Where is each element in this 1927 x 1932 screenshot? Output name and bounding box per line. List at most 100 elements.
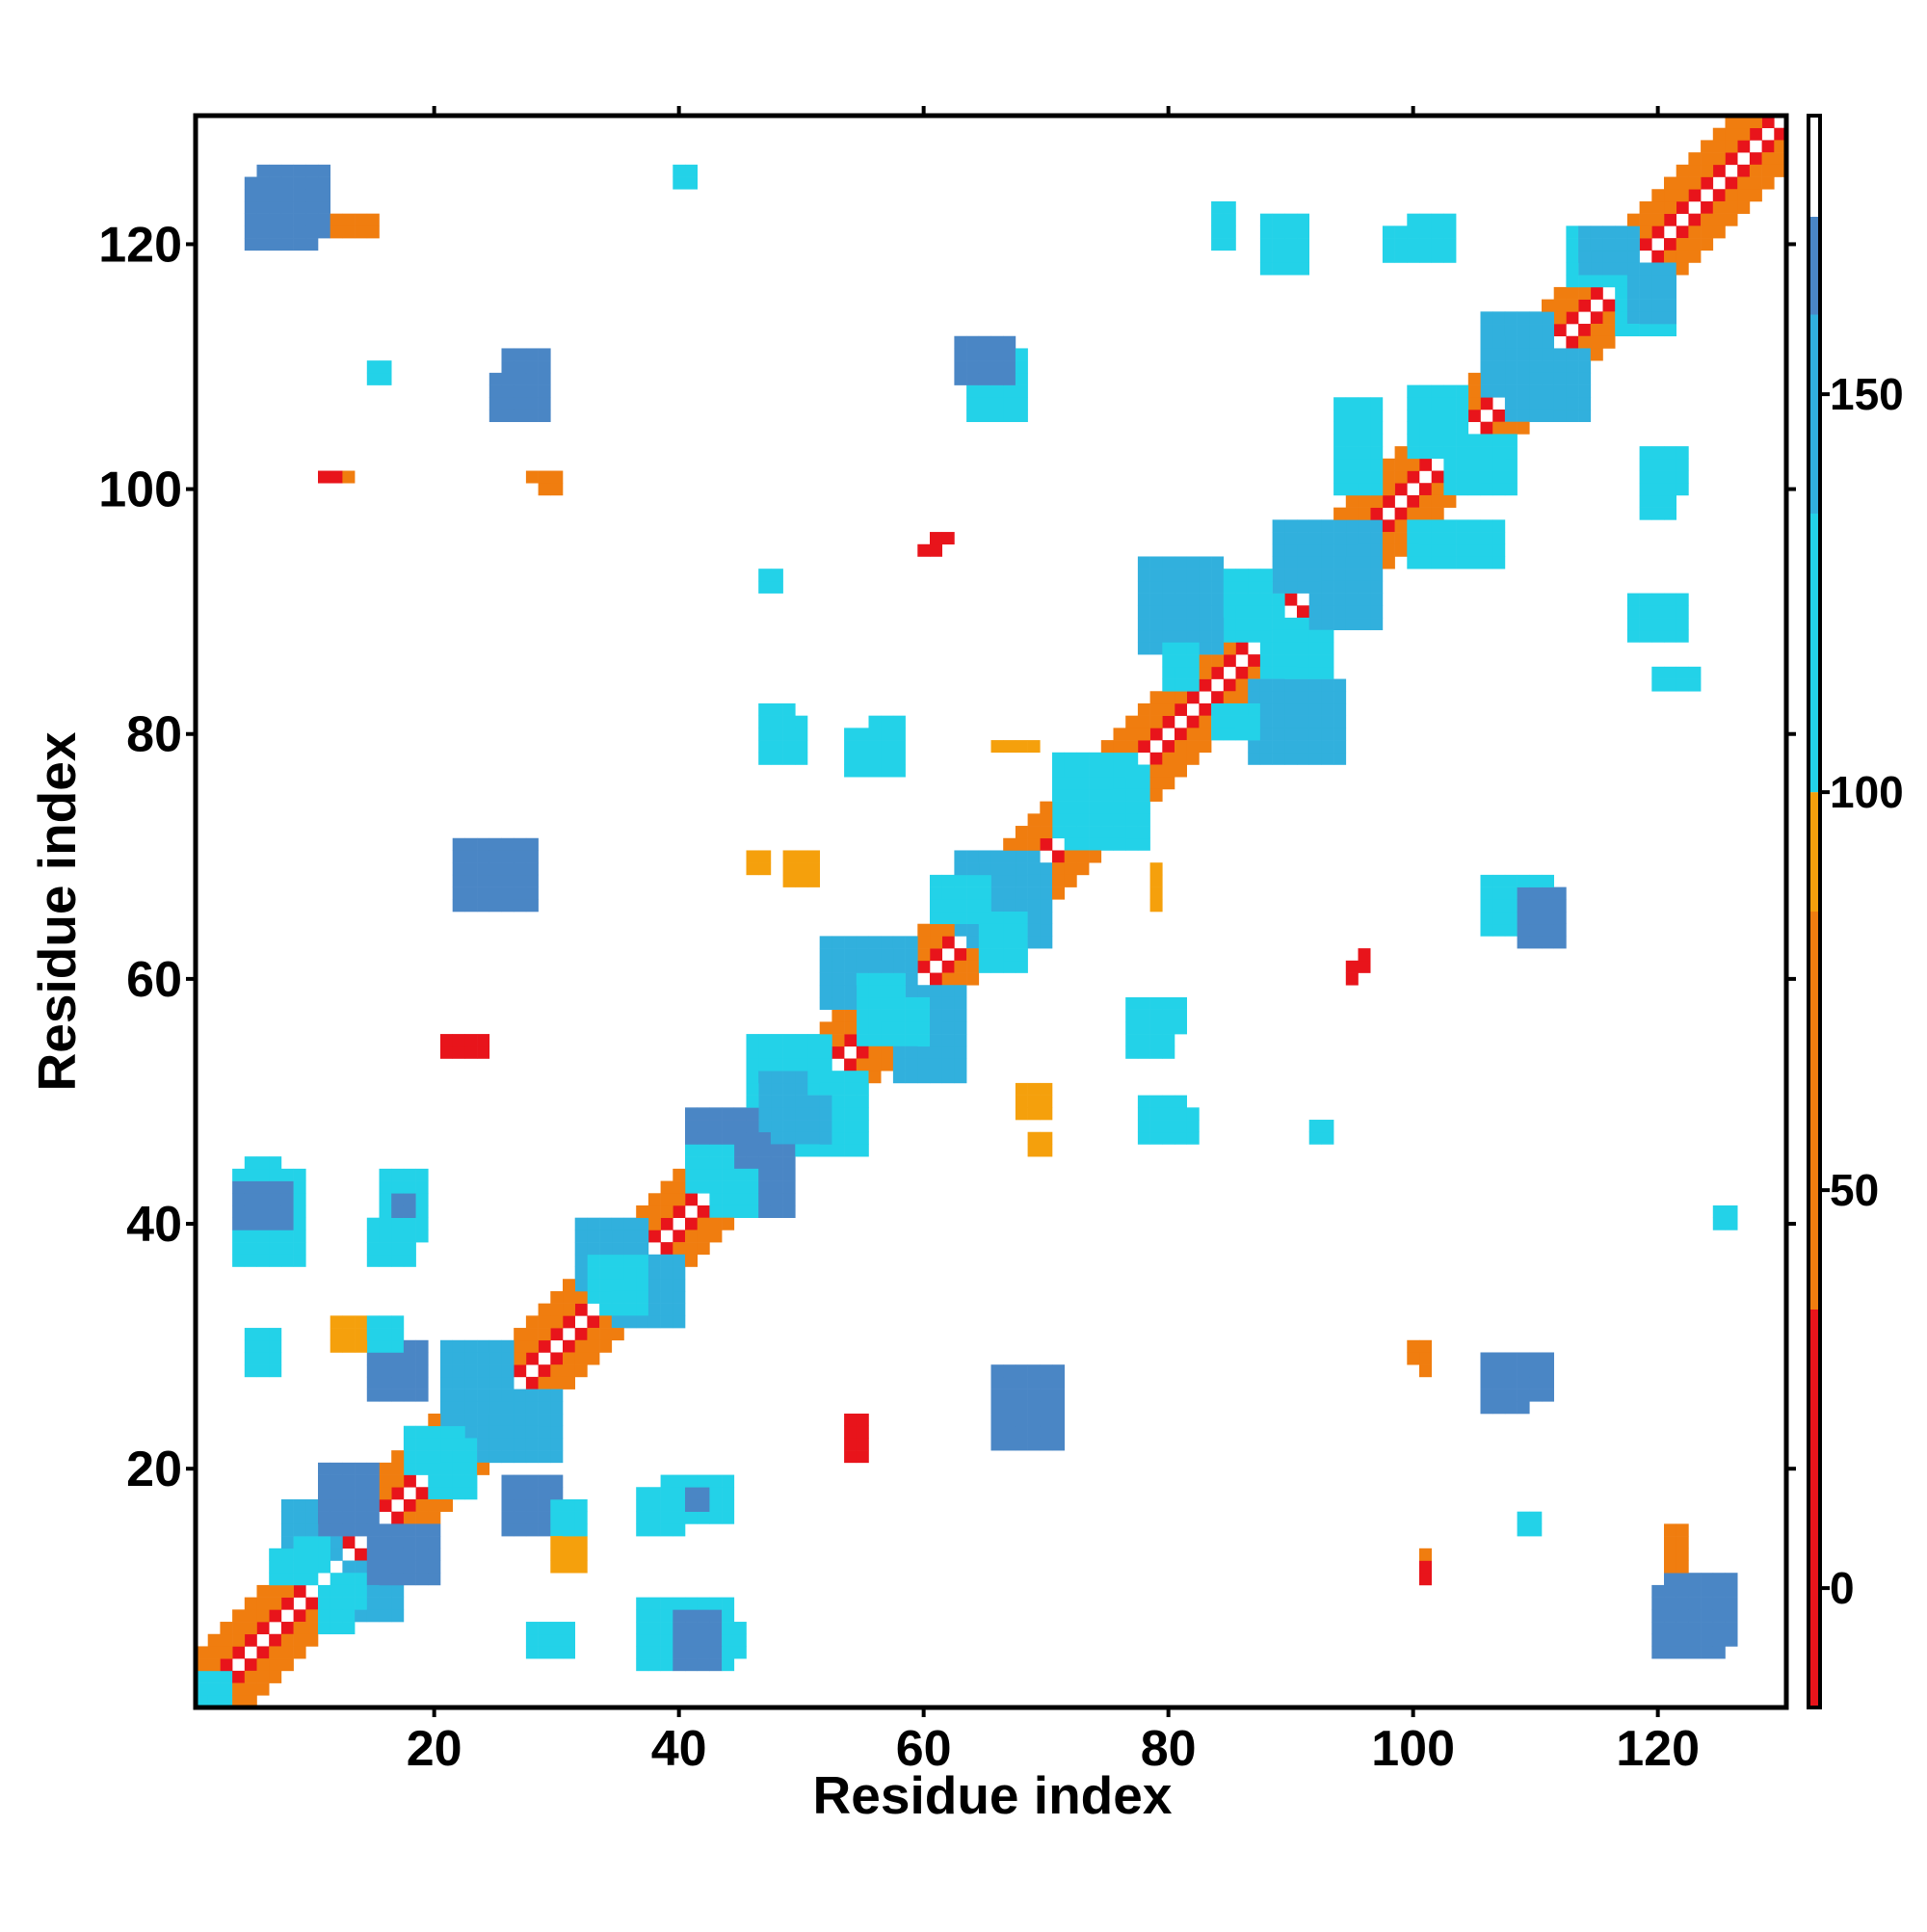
- heatmap-cell: [746, 1193, 759, 1206]
- heatmap-cell: [1394, 532, 1408, 545]
- heatmap-cell: [623, 1266, 637, 1280]
- heatmap-cell: [1431, 250, 1444, 263]
- heatmap-cell: [1664, 629, 1676, 643]
- heatmap-cell: [293, 1204, 306, 1218]
- heatmap-cell: [1443, 494, 1457, 508]
- heatmap-cell: [391, 1168, 405, 1181]
- heatmap-cell: [758, 580, 772, 594]
- heatmap-cell: [1664, 593, 1676, 606]
- heatmap-cell: [709, 1180, 723, 1194]
- heatmap-cell: [1492, 899, 1506, 913]
- heatmap-cell: [269, 1352, 282, 1365]
- heatmap-cell: [355, 1597, 368, 1610]
- heatmap-cell: [293, 176, 306, 190]
- heatmap-cell: [758, 715, 772, 728]
- heatmap-cell: [868, 1009, 882, 1022]
- heatmap-cell: [1297, 262, 1309, 276]
- heatmap-cell: [1297, 618, 1309, 631]
- heatmap-cell: [1456, 483, 1469, 496]
- heatmap-cell: [1297, 715, 1309, 728]
- heatmap-cell: [293, 213, 306, 226]
- heatmap-cell: [525, 409, 539, 422]
- heatmap-cell: [1456, 519, 1469, 533]
- heatmap-cell: [256, 1168, 270, 1181]
- heatmap-cell: [1626, 605, 1640, 619]
- heatmap-cell: [440, 1498, 453, 1512]
- heatmap-cell: [525, 862, 539, 876]
- heatmap-cell: [514, 1401, 527, 1415]
- heatmap-cell: [746, 1058, 759, 1072]
- heatmap-cell: [1358, 458, 1371, 471]
- heatmap-cell: [1578, 299, 1592, 312]
- heatmap-cell: [293, 164, 306, 177]
- heatmap-cell: [978, 960, 991, 973]
- heatmap-cell: [709, 1597, 723, 1610]
- heatmap-cell: [1517, 335, 1530, 349]
- y-tick-label: 100: [98, 463, 182, 518]
- heatmap-cell: [795, 1107, 808, 1121]
- heatmap-cell: [954, 1045, 967, 1059]
- heatmap-cell: [587, 1254, 600, 1267]
- heatmap-cell: [795, 715, 808, 728]
- heatmap-cell: [1297, 225, 1309, 239]
- heatmap-cell: [1492, 1401, 1506, 1415]
- heatmap-cell: [280, 1536, 294, 1549]
- heatmap-cell: [660, 1254, 673, 1267]
- heatmap-cell: [587, 1279, 600, 1292]
- heatmap-cell: [733, 1180, 747, 1194]
- heatmap-cell: [1651, 324, 1665, 337]
- heatmap-cell: [844, 1438, 858, 1451]
- heatmap-cell: [1664, 250, 1676, 263]
- heatmap-cell: [244, 238, 257, 251]
- heatmap-cell: [1676, 1609, 1689, 1623]
- heatmap-cell: [1235, 593, 1249, 606]
- heatmap-cell: [477, 1389, 490, 1402]
- heatmap-cell: [1688, 176, 1702, 190]
- heatmap-cell: [1259, 225, 1273, 239]
- heatmap-cell: [428, 1536, 441, 1549]
- heatmap-cell: [464, 1425, 478, 1439]
- heatmap-cell: [1248, 605, 1261, 619]
- heatmap-cell: [538, 1511, 551, 1524]
- heatmap-cell: [196, 1658, 208, 1672]
- heatmap-cell: [342, 1609, 356, 1623]
- heatmap-cell: [1052, 1425, 1065, 1439]
- heatmap-cell: [355, 1462, 368, 1475]
- heatmap-cell: [1529, 335, 1543, 349]
- heatmap-cell: [685, 1609, 698, 1623]
- heatmap-cell: [1358, 532, 1371, 545]
- heatmap-cell: [464, 1034, 478, 1047]
- heatmap-cell: [782, 1180, 796, 1194]
- heatmap-cell: [782, 850, 796, 863]
- heatmap-cell: [514, 1328, 527, 1341]
- heatmap-cell: [1199, 728, 1212, 741]
- heatmap-cell: [501, 1364, 515, 1378]
- heatmap-cell: [1211, 666, 1225, 679]
- heatmap-cell: [1015, 936, 1028, 949]
- heatmap-cell: [342, 1315, 356, 1329]
- heatmap-cell: [280, 1622, 294, 1635]
- heatmap-cell: [379, 1193, 392, 1206]
- heatmap-cell: [1701, 225, 1714, 239]
- heatmap-cell: [391, 1242, 405, 1256]
- heatmap-cell: [881, 715, 894, 728]
- heatmap-cell: [415, 1389, 429, 1402]
- heatmap-cell: [488, 1414, 502, 1427]
- heatmap-cell: [440, 1450, 453, 1464]
- heatmap-cell: [1480, 372, 1493, 385]
- heatmap-cell: [415, 1523, 429, 1537]
- heatmap-cell: [1027, 1364, 1041, 1378]
- heatmap-cell: [514, 899, 527, 913]
- heatmap-cell: [673, 1230, 686, 1243]
- heatmap-cell: [403, 1180, 416, 1194]
- heatmap-cell: [685, 1156, 698, 1170]
- heatmap-cell: [280, 1560, 294, 1574]
- heatmap-cell: [917, 996, 931, 1010]
- heatmap-cell: [280, 1168, 294, 1181]
- heatmap-cell: [1027, 1425, 1041, 1439]
- heatmap-cell: [342, 1536, 356, 1549]
- heatmap-cell: [1370, 618, 1384, 631]
- heatmap-cell: [269, 1254, 282, 1267]
- heatmap-cell: [391, 1328, 405, 1341]
- heatmap-cell: [1443, 213, 1457, 226]
